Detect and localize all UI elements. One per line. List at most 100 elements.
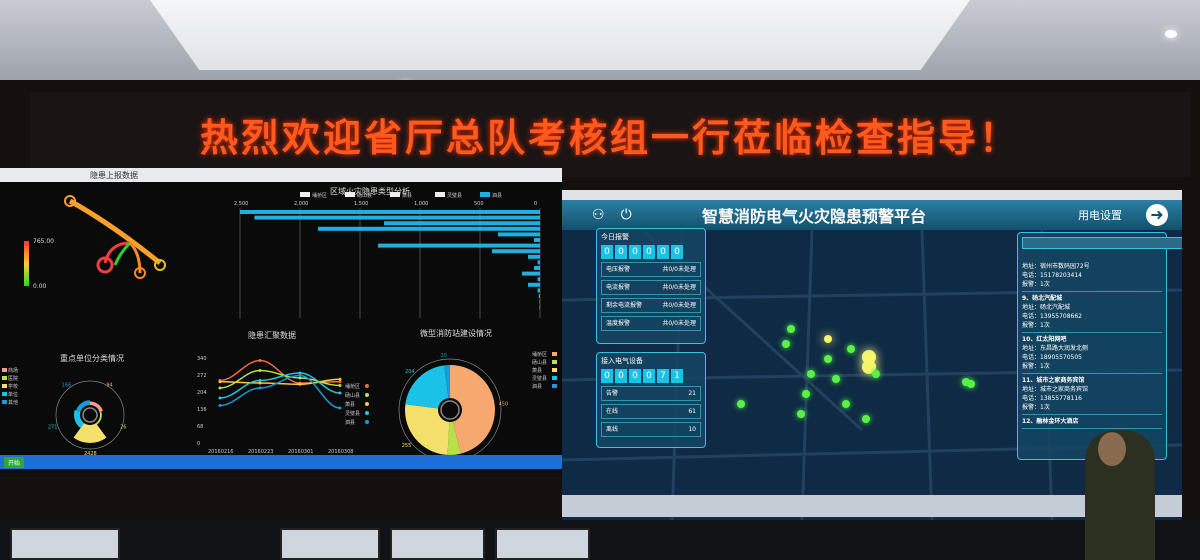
alarm-device-marker[interactable] (832, 375, 840, 383)
today-alarm-label: 今日报警 (601, 233, 629, 241)
power-icon[interactable]: ⏻ (620, 207, 632, 223)
stat-value: 61 (688, 408, 696, 415)
heat-legend-bar (24, 241, 29, 286)
x-tick-label: 20160216 (208, 449, 233, 455)
alarm-device-marker[interactable] (787, 325, 795, 333)
list-item[interactable]: 11、城市之家商务宾馆 地址：城市之家商务宾馆 电话：13855778116 报警：1… (1022, 374, 1162, 415)
slice-value-label: 255 (402, 443, 412, 449)
item-addr: 地址：砀北汽配城 (1022, 304, 1071, 311)
alarm-device-marker[interactable] (807, 370, 815, 378)
devices-label: 接入电气设备 (601, 357, 643, 365)
legend-marker (365, 384, 369, 388)
stat-row[interactable]: 电压报警 共0/0未处理 (601, 262, 701, 277)
arrow-right-icon[interactable]: ➜ (1146, 204, 1168, 226)
x-tick-label: 20160308 (328, 449, 353, 455)
flow-line (68, 198, 162, 265)
legend-label: 泗县 (532, 383, 542, 390)
stat-row[interactable]: 剩余电流报警 共0/0未处理 (601, 298, 701, 313)
slice-value-label: 94 (106, 382, 112, 388)
counter-digit: 1 (671, 369, 683, 383)
slice (90, 401, 103, 412)
legend-label: 砀山县 (345, 392, 360, 399)
alarm-device-marker[interactable] (842, 400, 850, 408)
heat-legend-max: 765.00 (33, 238, 54, 245)
browser-bar[interactable] (0, 168, 562, 182)
data-point (258, 381, 262, 385)
alarm-device-marker[interactable] (847, 345, 855, 353)
led-banner: 热烈欢迎省厅总队考核组一行莅临检查指导！ (30, 92, 1190, 177)
start-button[interactable]: 开始 (4, 456, 25, 468)
slice-value-label: 2428 (84, 451, 97, 457)
bar (498, 232, 540, 237)
legend-label: 泗县 (492, 192, 502, 199)
bar (254, 215, 540, 220)
list-item[interactable]: 地址：宿州市数码园72号 电话：15178203414 报警：1次 (1022, 260, 1162, 292)
list-item[interactable]: 12、融林金环大酒店 (1022, 415, 1162, 429)
item-addr: 地址：宿州市数码园72号 (1022, 263, 1090, 270)
bar (537, 260, 540, 265)
stat-row[interactable]: 离线 10 (601, 422, 701, 437)
browser-bar[interactable] (562, 190, 1182, 200)
alarm-device-marker[interactable] (962, 378, 970, 386)
item-tel: 电话：15178203414 (1022, 272, 1082, 279)
item-alarm: 报警：1次 (1022, 404, 1050, 411)
stat-row[interactable]: 电流报警 共0/0未处理 (601, 280, 701, 295)
bar (528, 254, 540, 259)
alarm-device-marker[interactable] (824, 355, 832, 363)
legend-label: 萧县 (402, 192, 412, 199)
stat-name: 电流报警 (606, 284, 631, 291)
share-icon[interactable]: ⚇ (592, 207, 605, 223)
item-alarm: 报警：1次 (1022, 281, 1050, 288)
alarm-list: 地址：宿州市数码园72号 电话：15178203414 报警：1次 9、砀北汽配城 地址… (1022, 260, 1162, 429)
alarm-device-marker[interactable] (872, 370, 880, 378)
bar (537, 288, 540, 293)
data-point (258, 369, 262, 372)
y-tick-label: 136 (197, 407, 207, 413)
tick-label: 1,000 (414, 201, 428, 207)
item-addr: 地址：东昌路大润发北侧 (1022, 345, 1089, 352)
left-dashboard-screen: 隐患上报数据 区域火灾隐患类型分析 765.00 0.00 埇桥区 砀山县 萧县 灵璧… (0, 168, 562, 473)
legend-marker (365, 420, 369, 424)
list-item[interactable]: 10、红太阳网吧 地址：东昌路大润发北侧 电话：18905570505 报警：1次 (1022, 333, 1162, 374)
bar (240, 210, 540, 214)
power-settings-link[interactable]: 用电设置 (1078, 209, 1122, 222)
list-item[interactable]: 9、砀北汽配城 地址：砀北汽配城 电话：13955708662 报警：1次 (1022, 292, 1162, 333)
counter-digit: 0 (629, 245, 641, 259)
alarm-device-marker[interactable] (862, 415, 870, 423)
stat-name: 在线 (606, 408, 619, 415)
search-input[interactable] (1022, 237, 1182, 249)
legend-swatch (300, 192, 310, 197)
alarm-device-marker[interactable] (737, 400, 745, 408)
item-alarm: 报警：1次 (1022, 322, 1050, 329)
alarm-device-marker[interactable] (802, 390, 810, 398)
bar (378, 243, 540, 248)
counter-digit: 0 (601, 369, 613, 383)
data-point (298, 371, 302, 375)
stat-row[interactable]: 告警 21 (601, 386, 701, 401)
counter-digit: 0 (629, 369, 641, 383)
alarm-device-marker[interactable] (824, 335, 832, 343)
counter-digit: 7 (657, 369, 669, 383)
stat-row[interactable]: 在线 61 (601, 404, 701, 419)
ceiling-lamp (1165, 30, 1177, 38)
stat-row[interactable]: 温度报警 共0/0未处理 (601, 316, 701, 331)
alarm-device-marker[interactable] (782, 340, 790, 348)
data-point (338, 391, 342, 395)
item-tel: 电话：18905570505 (1022, 354, 1082, 361)
data-point (298, 374, 302, 377)
legend-swatch (345, 192, 355, 197)
slice (450, 365, 495, 454)
alarm-device-marker[interactable] (797, 410, 805, 418)
stat-value: 共0/0未处理 (662, 320, 696, 327)
legend-swatch (435, 192, 445, 197)
map-chart-title: 隐患上报数据 (90, 171, 138, 180)
legend-swatch (552, 360, 557, 364)
city-marker (64, 195, 76, 207)
data-point (218, 386, 222, 390)
slice-value-label: 204 (405, 369, 415, 375)
slice (447, 421, 461, 455)
alarm-device-marker[interactable] (967, 380, 975, 388)
legend-swatch (552, 352, 557, 356)
legend-marker (365, 402, 369, 406)
legend-label: 砀山县 (532, 359, 547, 366)
